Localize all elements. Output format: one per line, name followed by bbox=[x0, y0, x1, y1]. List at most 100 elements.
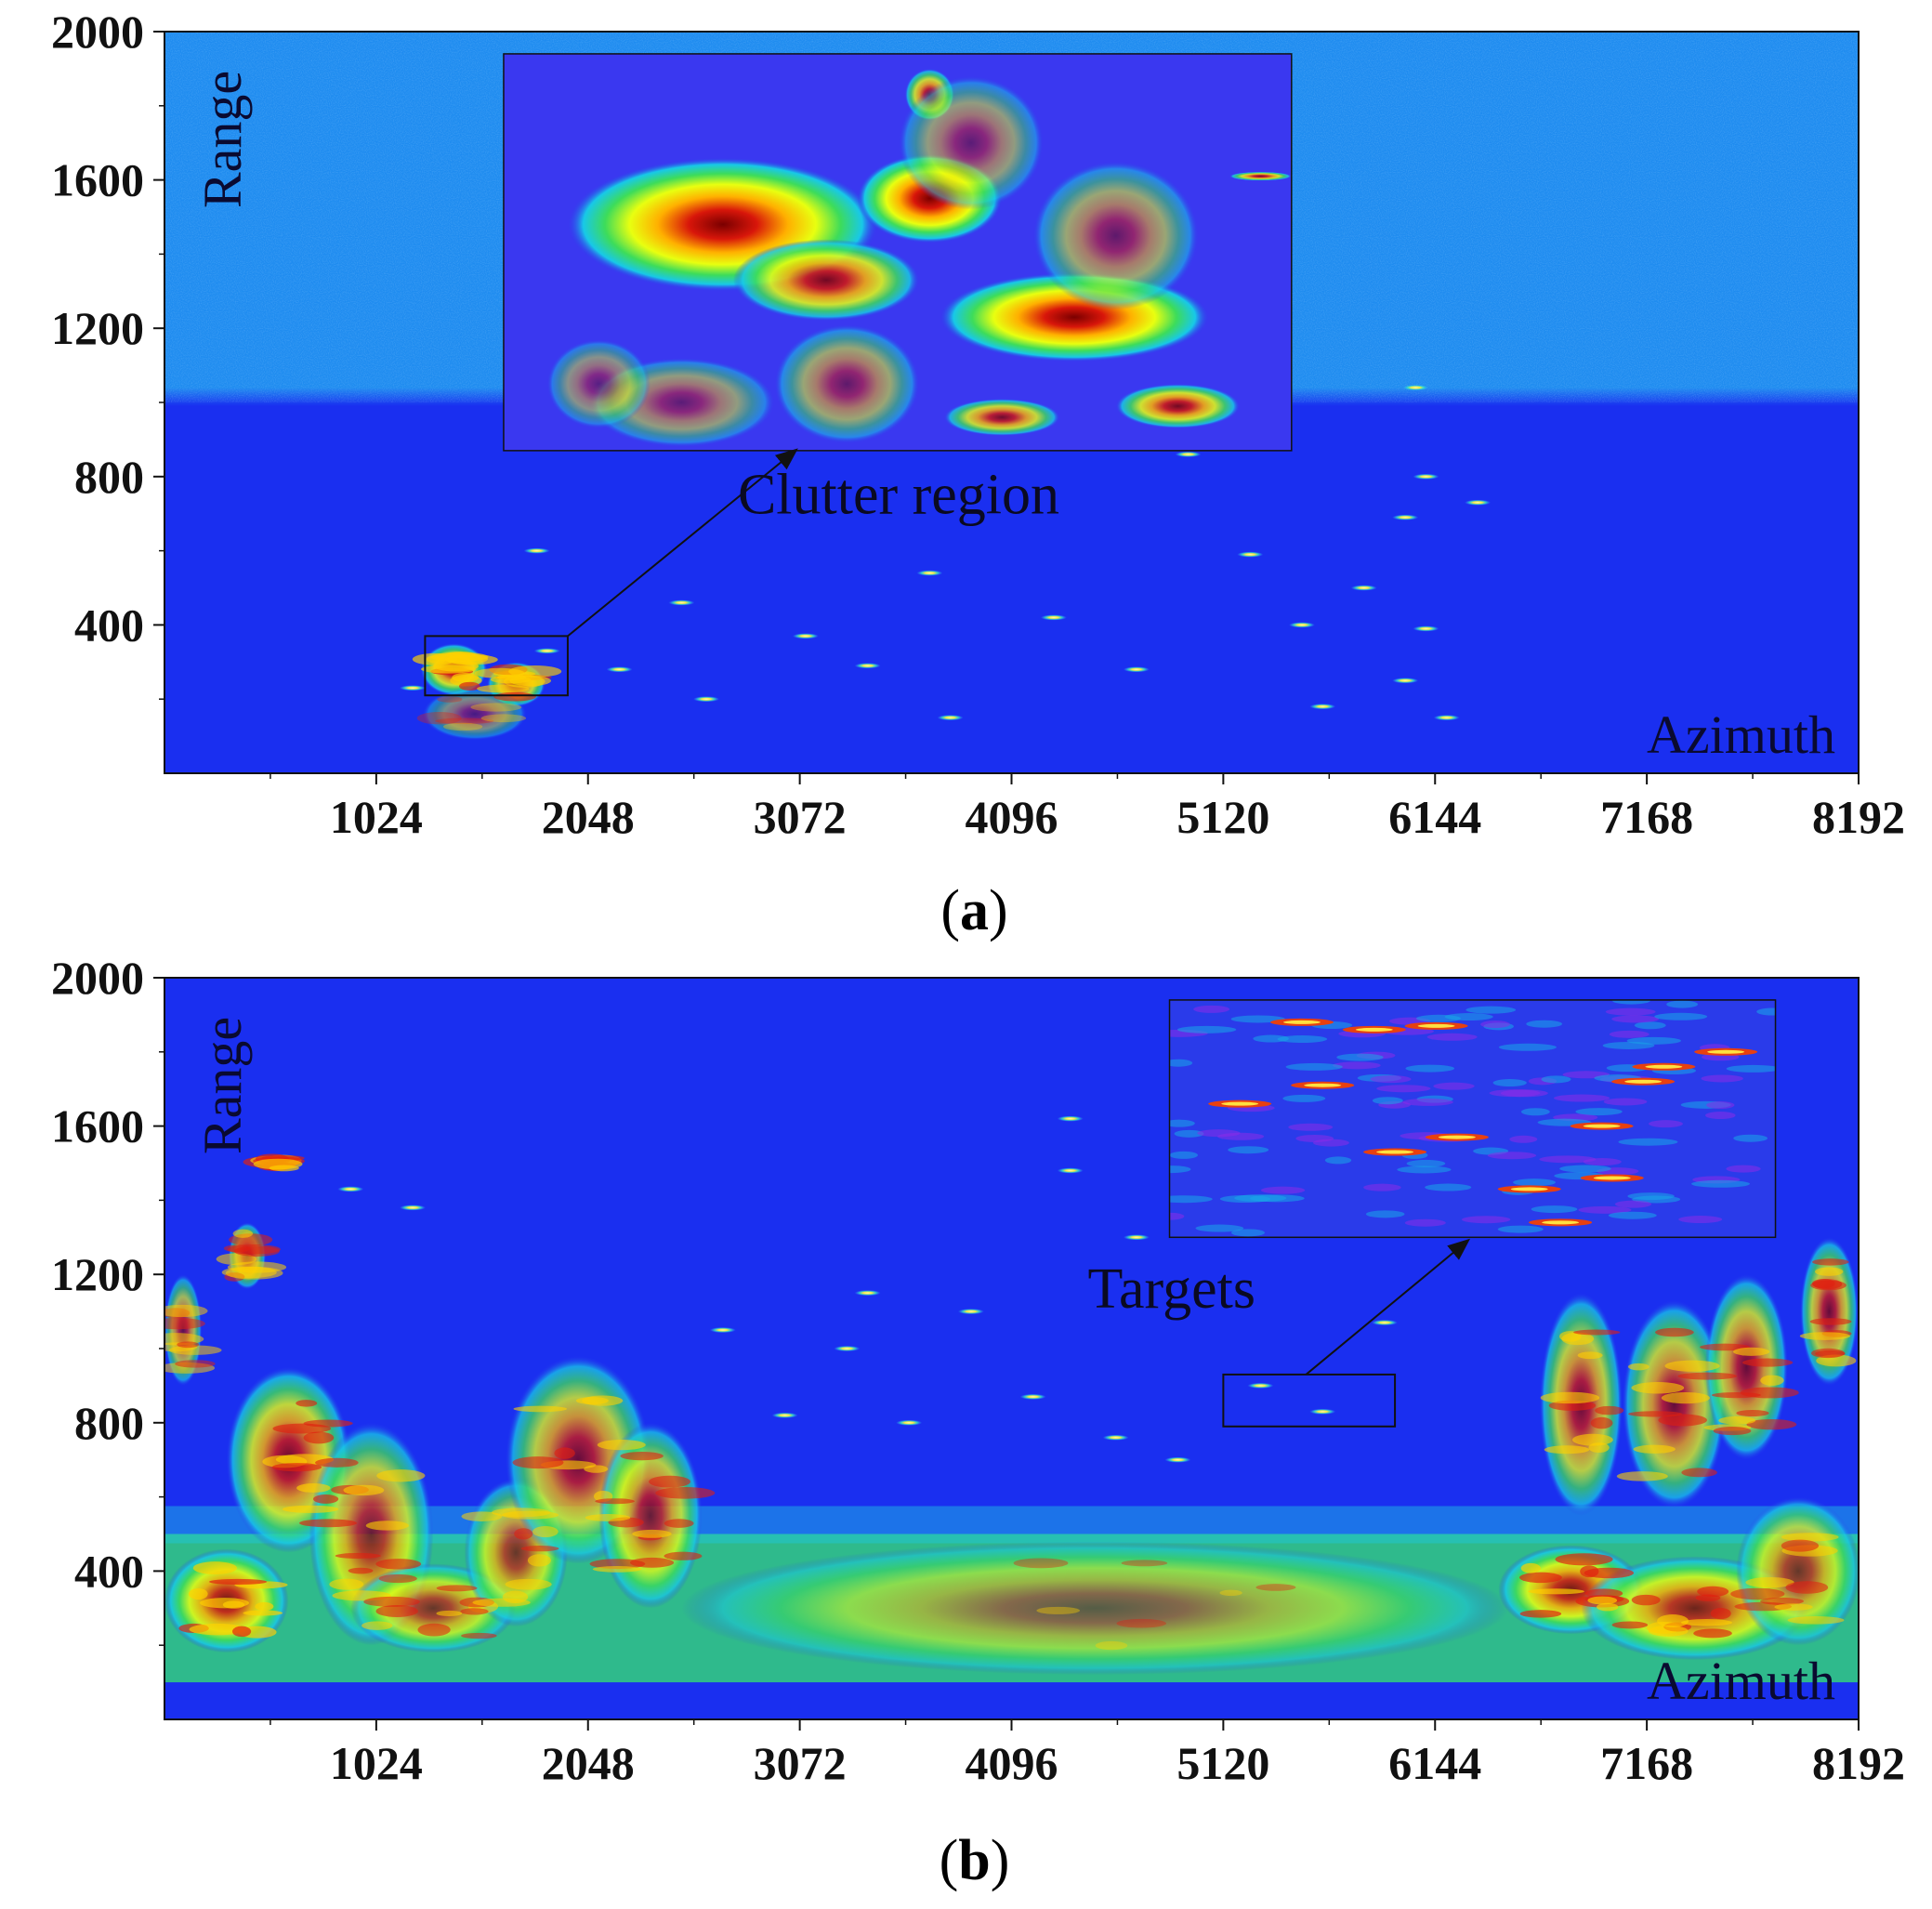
y-tick-label: 800 bbox=[74, 1397, 144, 1449]
clutter-speckle bbox=[1730, 1587, 1785, 1600]
inset-texture bbox=[1405, 1064, 1455, 1073]
target-streak bbox=[709, 1327, 736, 1334]
clutter-speckle bbox=[232, 1229, 254, 1238]
inset-texture bbox=[1288, 1123, 1334, 1131]
clutter-speckle bbox=[527, 1554, 551, 1567]
inset-target-core bbox=[1282, 1020, 1321, 1024]
clutter-speckle bbox=[1519, 1610, 1562, 1618]
annotation-label: Clutter region bbox=[738, 464, 1059, 527]
inset-clutter-blob bbox=[898, 75, 1044, 210]
target-streak bbox=[1040, 614, 1067, 621]
clutter-blob bbox=[1622, 1300, 1727, 1508]
x-tick-label: 3072 bbox=[754, 1737, 847, 1789]
clutter-speckle bbox=[421, 665, 476, 674]
clutter-speckle bbox=[1121, 1560, 1168, 1567]
inset-target-core bbox=[1645, 1064, 1683, 1069]
inset-target-core bbox=[1376, 1150, 1414, 1154]
target-streak bbox=[896, 1419, 923, 1426]
clutter-speckle bbox=[255, 1601, 274, 1612]
inset-texture bbox=[1193, 1005, 1230, 1013]
clutter-speckle bbox=[164, 1304, 208, 1318]
clutter-speckle bbox=[1616, 1471, 1668, 1481]
target-streak bbox=[533, 648, 560, 654]
panel-label: (b) bbox=[940, 1829, 1010, 1892]
inset-texture bbox=[1285, 1062, 1343, 1071]
clutter-speckle bbox=[493, 691, 536, 702]
clutter-speckle bbox=[365, 1521, 410, 1531]
clutter-speckle bbox=[595, 1498, 636, 1505]
inset-texture bbox=[1497, 1225, 1544, 1233]
clutter-speckle bbox=[584, 1465, 609, 1473]
inset-texture bbox=[1553, 1094, 1610, 1102]
clutter-speckle bbox=[514, 1528, 533, 1540]
clutter-speckle bbox=[1520, 1562, 1541, 1573]
clutter-speckle bbox=[1732, 1347, 1770, 1356]
target-streak bbox=[400, 685, 427, 691]
target-streak bbox=[854, 663, 881, 669]
clutter-speckle bbox=[435, 718, 494, 725]
x-axis-title: Azimuth bbox=[1647, 704, 1835, 765]
y-tick-label: 1600 bbox=[51, 1100, 144, 1152]
inset-texture bbox=[1614, 1200, 1652, 1208]
clutter-speckle bbox=[592, 1565, 642, 1573]
clutter-speckle bbox=[1528, 1588, 1584, 1595]
clutter-speckle bbox=[1681, 1468, 1717, 1478]
inset-texture bbox=[1169, 1195, 1213, 1204]
inset-texture bbox=[1487, 1152, 1537, 1160]
clutter-speckle bbox=[1785, 1581, 1829, 1594]
target-streak bbox=[1288, 622, 1315, 628]
clutter-speckle bbox=[1584, 1588, 1623, 1599]
inset-texture bbox=[1649, 1120, 1683, 1128]
inset-texture bbox=[1705, 1112, 1736, 1120]
inset-target-core bbox=[1355, 1027, 1393, 1032]
clutter-speckle bbox=[1812, 1279, 1843, 1290]
inset-panel bbox=[1169, 999, 1776, 1238]
inset-texture bbox=[1531, 1205, 1578, 1214]
x-tick-label: 8192 bbox=[1812, 791, 1905, 843]
clutter-speckle bbox=[1742, 1358, 1794, 1367]
inset-texture bbox=[1541, 1075, 1571, 1084]
y-tick-label: 2000 bbox=[51, 6, 144, 58]
clutter-speckle bbox=[296, 1483, 331, 1493]
inset-texture bbox=[1324, 1156, 1352, 1165]
clutter-speckle bbox=[1611, 1621, 1649, 1629]
inset-texture bbox=[1176, 1025, 1237, 1033]
inset-clutter-blob bbox=[546, 339, 651, 428]
clutter-speckle bbox=[361, 1621, 393, 1630]
inset-texture bbox=[1756, 1007, 1776, 1016]
clutter-speckle bbox=[1700, 1343, 1751, 1351]
clutter-speckle bbox=[376, 1469, 426, 1482]
inset-texture bbox=[1654, 1012, 1708, 1020]
inset-texture bbox=[1520, 1108, 1550, 1116]
inset-texture bbox=[1701, 1074, 1743, 1083]
clutter-speckle bbox=[177, 1341, 200, 1349]
clutter-speckle bbox=[417, 1623, 451, 1637]
clutter-speckle bbox=[296, 1400, 318, 1407]
x-tick-label: 7168 bbox=[1600, 1737, 1693, 1789]
clutter-speckle bbox=[1713, 1426, 1752, 1436]
clutter-speckle bbox=[222, 1600, 245, 1609]
clutter-speckle bbox=[231, 1626, 252, 1638]
target-streak bbox=[792, 633, 819, 639]
inset-texture bbox=[1312, 1139, 1349, 1147]
y-tick-label: 800 bbox=[74, 451, 144, 503]
clutter-speckle bbox=[1746, 1418, 1797, 1430]
inset-texture bbox=[1169, 1119, 1195, 1127]
x-tick-label: 4096 bbox=[966, 1737, 1058, 1789]
clutter-speckle bbox=[664, 1519, 694, 1528]
inset-texture bbox=[1626, 1036, 1681, 1045]
inset-target-core bbox=[1707, 1049, 1745, 1054]
target-streak bbox=[693, 696, 720, 703]
x-tick-label: 4096 bbox=[966, 791, 1058, 843]
clutter-speckle bbox=[416, 712, 462, 725]
clutter-speckle bbox=[1631, 1594, 1661, 1606]
x-tick-label: 6144 bbox=[1388, 1737, 1481, 1789]
clutter-speckle bbox=[508, 665, 562, 678]
y-tick-label: 1200 bbox=[51, 302, 144, 354]
inset-texture bbox=[1608, 1211, 1657, 1219]
clutter-speckle bbox=[1664, 1360, 1720, 1372]
target-streak bbox=[1123, 1234, 1150, 1241]
clutter-speckle bbox=[348, 1567, 374, 1574]
clutter-speckle bbox=[208, 1578, 268, 1586]
clutter-blob bbox=[1800, 1237, 1859, 1386]
